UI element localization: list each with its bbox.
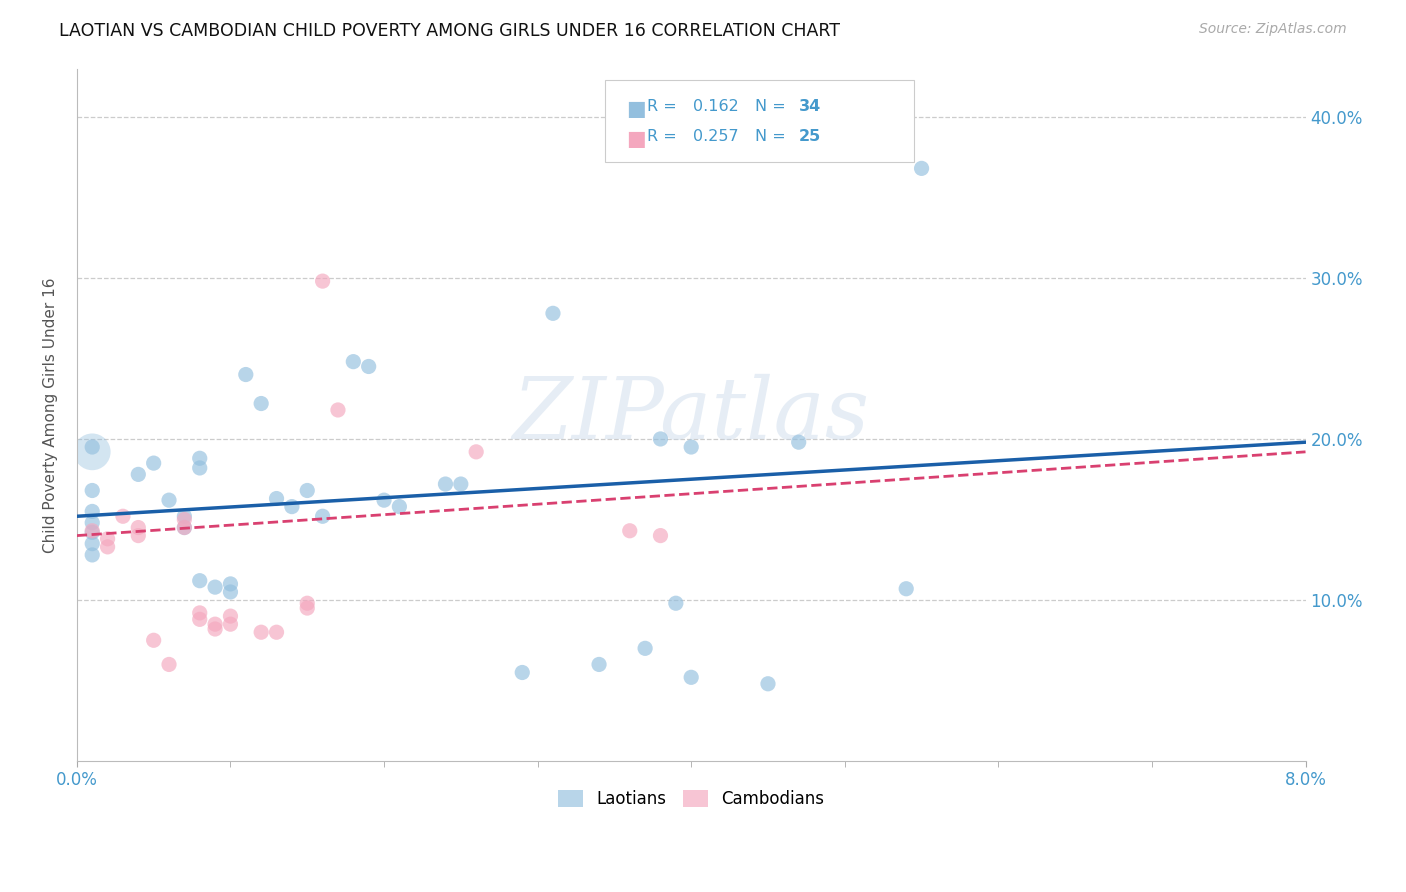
Text: 0.257: 0.257 <box>693 129 738 145</box>
Point <box>510 665 533 680</box>
Point <box>756 677 779 691</box>
Point <box>142 633 165 648</box>
Point <box>173 520 195 534</box>
Point <box>297 483 319 498</box>
Point <box>681 440 703 454</box>
Point <box>357 359 380 374</box>
Point <box>588 657 610 672</box>
Text: LAOTIAN VS CAMBODIAN CHILD POVERTY AMONG GIRLS UNDER 16 CORRELATION CHART: LAOTIAN VS CAMBODIAN CHILD POVERTY AMONG… <box>59 22 839 40</box>
Point <box>204 580 226 594</box>
Point <box>127 528 149 542</box>
Point <box>82 516 104 530</box>
Point <box>910 161 932 176</box>
Point <box>219 577 242 591</box>
Text: N =: N = <box>755 99 792 114</box>
Point <box>787 435 810 450</box>
Point <box>82 548 104 562</box>
Text: 34: 34 <box>799 99 821 114</box>
Point <box>250 396 273 410</box>
Y-axis label: Child Poverty Among Girls Under 16: Child Poverty Among Girls Under 16 <box>44 277 58 552</box>
Point <box>204 622 226 636</box>
Point <box>188 461 211 475</box>
Point <box>97 532 120 546</box>
Point <box>82 524 104 538</box>
Text: R =: R = <box>647 129 682 145</box>
Point <box>619 524 641 538</box>
Point <box>82 445 104 459</box>
Point <box>188 612 211 626</box>
Point <box>297 601 319 615</box>
Point <box>82 483 104 498</box>
Text: ■: ■ <box>626 99 645 119</box>
Point <box>82 536 104 550</box>
Point <box>173 509 195 524</box>
Point <box>450 477 472 491</box>
Point <box>465 445 488 459</box>
Point <box>650 528 672 542</box>
Point <box>82 440 104 454</box>
Text: N =: N = <box>755 129 792 145</box>
Text: ZIPatlas: ZIPatlas <box>513 374 870 456</box>
Point <box>97 540 120 554</box>
Point <box>127 467 149 482</box>
Text: R =: R = <box>647 99 682 114</box>
Text: Source: ZipAtlas.com: Source: ZipAtlas.com <box>1199 22 1347 37</box>
Point <box>250 625 273 640</box>
Point <box>342 354 364 368</box>
Point <box>311 274 333 288</box>
Point <box>82 525 104 540</box>
Point <box>266 625 288 640</box>
Text: ■: ■ <box>626 129 645 149</box>
Point <box>266 491 288 506</box>
Point <box>204 617 226 632</box>
Text: 0.162: 0.162 <box>693 99 740 114</box>
Legend: Laotians, Cambodians: Laotians, Cambodians <box>551 783 831 815</box>
Point <box>434 477 457 491</box>
Text: 25: 25 <box>799 129 821 145</box>
Point <box>219 617 242 632</box>
Point <box>188 574 211 588</box>
Point <box>219 609 242 624</box>
Point <box>219 585 242 599</box>
Point <box>82 504 104 518</box>
Point <box>127 520 149 534</box>
Point <box>326 403 349 417</box>
Point <box>281 500 304 514</box>
Point <box>157 657 180 672</box>
Point <box>541 306 564 320</box>
Point <box>157 493 180 508</box>
Point <box>297 596 319 610</box>
Point <box>188 606 211 620</box>
Point <box>650 432 672 446</box>
Point <box>665 596 688 610</box>
Point <box>681 670 703 684</box>
Point <box>388 500 411 514</box>
Point <box>311 509 333 524</box>
Point <box>373 493 395 508</box>
Point <box>173 520 195 534</box>
Point <box>142 456 165 470</box>
Point <box>111 509 134 524</box>
Point <box>235 368 257 382</box>
Point <box>896 582 918 596</box>
Point <box>188 451 211 466</box>
Point <box>173 512 195 526</box>
Point <box>634 641 657 656</box>
